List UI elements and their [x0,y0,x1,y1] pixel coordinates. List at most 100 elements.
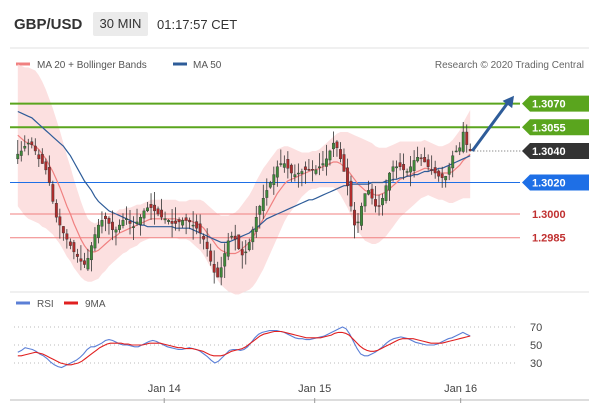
legend-label-9ma: 9MA [85,299,106,310]
level-tag-1.3020-text: 1.3020 [532,178,566,190]
candle-body [205,241,209,249]
candle-body [391,166,395,172]
bollinger-band-area [17,64,471,295]
candle-body [107,218,111,224]
candle-body [247,242,251,251]
scenario-arrow-line [471,98,512,152]
candle-body [212,264,216,273]
candle-body [272,174,276,185]
candle-body [128,220,132,224]
candle-body [363,193,367,207]
candle-body [296,172,300,175]
candle-body [251,229,255,243]
candle-body [465,131,469,145]
candle-body [82,260,86,265]
candle-body [381,198,384,206]
candle-body [30,141,34,145]
candle-body [416,157,420,162]
candle-body [349,180,353,207]
rsi-tick-70: 70 [530,322,542,334]
candle-body [289,164,293,174]
candle-body [233,235,237,240]
candle-body [163,218,167,221]
candle-body [97,224,100,238]
candle-body [139,216,142,225]
candle-body [54,203,58,218]
candle-body [167,220,171,222]
candle-body [367,190,370,195]
candle-body [237,234,241,249]
candle-body [258,205,262,215]
candle-body [374,199,377,207]
candle-body [75,253,79,257]
legend-label-ma50: MA 50 [193,60,222,71]
level-tag-1.3020: 1.3020 [522,174,589,191]
candle-body [423,157,427,163]
candle-body [146,207,149,212]
timeframe-button[interactable]: 30 MIN [93,12,148,36]
candle-body [384,185,388,201]
candle-body [230,235,234,238]
candle-body [170,221,174,224]
chart-header: GBP/USD 30 MIN 01:17:57 CET [0,0,599,46]
candle-body [61,226,65,234]
candle-body [79,258,83,262]
candle-body [142,210,146,219]
current-price-tag-text: 1.3040 [532,146,566,158]
candlesticks [16,122,472,286]
candle-body [174,220,178,224]
candle-body [388,172,391,191]
bollinger-bands [17,64,471,295]
candle-body [265,190,269,198]
candle-body [177,219,181,223]
candle-body [219,267,223,278]
candle-body [440,173,444,178]
candle-body [23,146,27,149]
candle-body [405,171,409,173]
candle-body [16,153,20,160]
candle-body [321,163,325,166]
candle-body [149,204,153,208]
x-tick-label: Jan 14 [148,383,181,395]
candle-body [268,182,272,188]
level-tag-1.3070: 1.3070 [522,95,589,112]
candle-body [33,145,37,152]
candle-body [58,216,62,226]
scenario [471,95,522,152]
level-lines [10,102,520,239]
timestamp: 01:17:57 CET [157,17,238,32]
candle-body [346,167,349,186]
candle-body [437,170,441,177]
candle-body [447,166,451,175]
candle-body [40,153,44,164]
legend-label-rsi: RSI [37,299,54,310]
candle-body [191,224,195,227]
candle-body [254,216,258,232]
candle-body [360,205,363,226]
candle-body [223,253,227,267]
current-price-tag: 1.3040 [522,142,589,159]
level-tag-1.3055-text: 1.3055 [532,122,566,134]
candle-body [118,224,121,230]
candle-body [65,233,69,240]
candle-body [19,150,23,156]
candle-body [68,241,72,246]
candle-body [72,242,76,253]
candle-body [240,249,244,256]
candle-body [356,221,360,224]
candle-body [370,188,374,199]
attribution: Research © 2020 Trading Central [435,60,584,71]
candle-body [195,221,199,229]
level-tag-1.3020-bg [522,174,589,191]
candle-body [86,257,90,270]
candle-body [444,175,448,181]
level-tag-1.3070-text: 1.3070 [532,99,566,111]
candle-body [314,169,318,174]
candle-body [275,166,279,178]
level-tag-1.3055: 1.3055 [522,119,589,136]
candle-body [26,142,30,145]
candle-body [216,267,220,278]
candle-body [398,162,402,167]
candle-body [244,251,248,254]
